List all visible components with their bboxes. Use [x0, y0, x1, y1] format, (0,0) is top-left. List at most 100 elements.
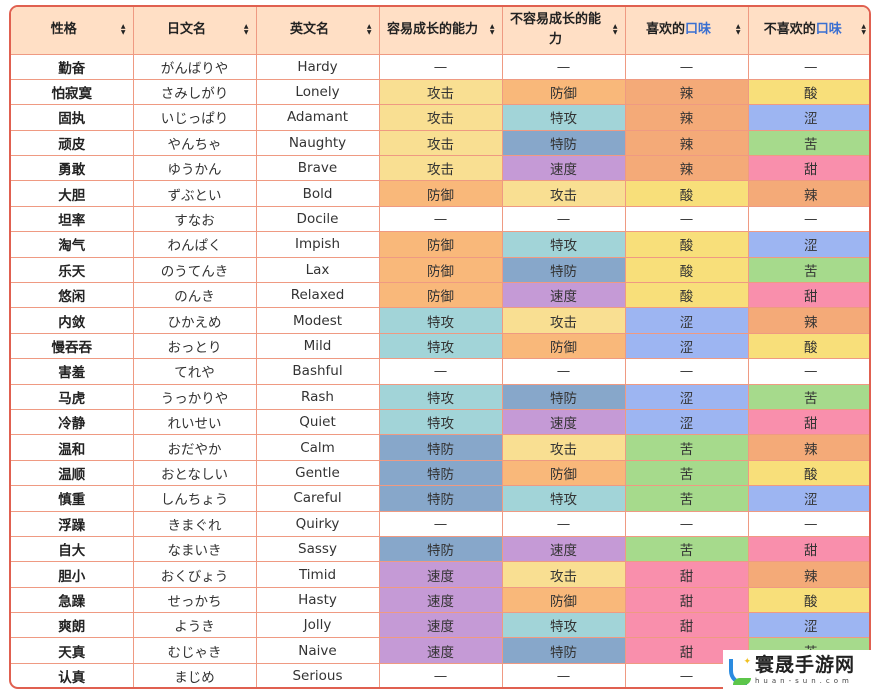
table-row: 冷静 れいせい Quiet 特攻 速度涩甜 — [11, 408, 869, 436]
column-header-label: 容易成长的能力 — [386, 22, 478, 38]
column-header-english-name[interactable]: 英文名 ▲ ▼ — [255, 7, 380, 55]
sort-icon[interactable]: ▲ ▼ — [243, 23, 249, 37]
nature-cell: 认真 — [11, 662, 134, 687]
site-logo-icon: ✦ — [727, 655, 751, 685]
nature-cell: 坦率 — [11, 205, 134, 233]
lowered-stat-cell: 攻击 — [501, 307, 626, 334]
raised-stat-cell: 特防 — [378, 485, 503, 512]
sort-icon[interactable]: ▲ ▼ — [489, 23, 495, 37]
column-header-label: 喜欢的 — [645, 22, 685, 38]
english-name-cell: Naive — [255, 637, 380, 664]
english-name-cell: Mild — [255, 332, 380, 360]
table-row: 固执 いじっぱり Adamant 攻击 特攻辣涩 — [11, 104, 869, 131]
nature-cell: 冷静 — [11, 408, 134, 436]
column-header-raised-stat[interactable]: 容易成长的能力 ▲ ▼ — [378, 7, 503, 55]
table-row: 顽皮 やんちゃ Naughty 攻击 特防辣苦 — [11, 129, 869, 157]
nature-table: 性格 ▲ ▼ 日文名 ▲ ▼ 英文名 ▲ ▼ 容易成长的能力 ▲ ▼ 不容易成长的能力 ▲ ▼ 喜欢的口味 ▲ ▼… — [11, 7, 869, 687]
disliked-flavor-cell: 酸 — [747, 586, 869, 614]
liked-flavor-cell: 涩 — [624, 307, 749, 334]
liked-flavor-cell: 甜 — [624, 612, 749, 639]
column-header-lowered-stat[interactable]: 不容易成长的能力 ▲ ▼ — [501, 7, 626, 55]
liked-flavor-cell: 苦 — [624, 535, 749, 563]
japanese-name-cell: のうてんき — [132, 256, 257, 284]
disliked-flavor-cell: — — [747, 510, 869, 537]
japanese-name-cell: せっかち — [132, 586, 257, 614]
column-header-label: 英文名 — [289, 22, 329, 38]
raised-stat-cell: — — [378, 205, 503, 233]
table-row: 淘气 わんぱく Impish 防御 特攻酸涩 — [11, 231, 869, 258]
english-name-cell: Serious — [255, 662, 380, 687]
liked-flavor-cell: 甜 — [624, 637, 749, 664]
lowered-stat-cell: 特攻 — [501, 104, 626, 131]
japanese-name-cell: ようき — [132, 612, 257, 639]
nature-cell: 马虎 — [11, 383, 134, 410]
sort-icon[interactable]: ▲ ▼ — [366, 23, 372, 37]
watermark-title: 寰晟手游网 — [755, 653, 856, 676]
sort-icon[interactable]: ▲ ▼ — [120, 23, 126, 37]
lowered-stat-cell: — — [501, 510, 626, 537]
raised-stat-cell: 速度 — [378, 586, 503, 614]
raised-stat-cell: 攻击 — [378, 129, 503, 157]
raised-stat-cell: 速度 — [378, 637, 503, 664]
watermark-url: huan-sun.com — [755, 676, 853, 685]
lowered-stat-cell: 速度 — [501, 535, 626, 563]
nature-cell: 淘气 — [11, 231, 134, 258]
column-header-japanese-name[interactable]: 日文名 ▲ ▼ — [132, 7, 257, 55]
sort-icon[interactable]: ▲ ▼ — [735, 23, 741, 37]
english-name-cell: Lonely — [255, 78, 380, 106]
liked-flavor-cell: 酸 — [624, 231, 749, 258]
table-header-row: 性格 ▲ ▼ 日文名 ▲ ▼ 英文名 ▲ ▼ 容易成长的能力 ▲ ▼ 不容易成长的能力 ▲ ▼ 喜欢的口味 ▲ ▼… — [11, 7, 869, 55]
nature-cell: 慎重 — [11, 485, 134, 512]
japanese-name-cell: むじゃき — [132, 637, 257, 664]
raised-stat-cell: 攻击 — [378, 78, 503, 106]
nature-cell: 固执 — [11, 104, 134, 131]
column-header-label: 不容易成长的能力 — [509, 12, 601, 48]
lowered-stat-cell: 特攻 — [501, 485, 626, 512]
liked-flavor-cell: 苦 — [624, 459, 749, 487]
table-row: 急躁 せっかち Hasty 速度 防御甜酸 — [11, 586, 869, 614]
raised-stat-cell: — — [378, 662, 503, 687]
sort-icon[interactable]: ▲ ▼ — [861, 23, 866, 37]
japanese-name-cell: おくびょう — [132, 561, 257, 588]
column-header-nature[interactable]: 性格 ▲ ▼ — [11, 7, 134, 55]
lowered-stat-cell: 特防 — [501, 129, 626, 157]
flavor-link[interactable]: 口味 — [815, 22, 842, 38]
lowered-stat-cell: — — [501, 662, 626, 687]
lowered-stat-cell: 特攻 — [501, 612, 626, 639]
japanese-name-cell: ずぶとい — [132, 180, 257, 207]
column-header-liked-flavor[interactable]: 喜欢的口味 ▲ ▼ — [624, 7, 749, 55]
nature-cell: 温顺 — [11, 459, 134, 487]
nature-cell: 乐天 — [11, 256, 134, 284]
lowered-stat-cell: — — [501, 53, 626, 80]
english-name-cell: Sassy — [255, 535, 380, 563]
table-row: 马虎 うっかりや Rash 特攻 特防涩苦 — [11, 383, 869, 410]
disliked-flavor-cell: 苦 — [747, 256, 869, 284]
disliked-flavor-cell: 涩 — [747, 231, 869, 258]
column-header-disliked-flavor[interactable]: 不喜欢的口味 ▲ ▼ — [747, 7, 869, 55]
english-name-cell: Relaxed — [255, 282, 380, 309]
column-header-label: 不喜欢的 — [763, 22, 816, 38]
sort-icon[interactable]: ▲ ▼ — [612, 23, 618, 37]
table-row: 怕寂寞 さみしがり Lonely 攻击 防御辣酸 — [11, 78, 869, 106]
english-name-cell: Quirky — [255, 510, 380, 537]
flavor-link[interactable]: 口味 — [685, 22, 712, 38]
disliked-flavor-cell: 酸 — [747, 459, 869, 487]
japanese-name-cell: ゆうかん — [132, 155, 257, 182]
japanese-name-cell: さみしがり — [132, 78, 257, 106]
english-name-cell: Impish — [255, 231, 380, 258]
raised-stat-cell: 攻击 — [378, 155, 503, 182]
disliked-flavor-cell: 涩 — [747, 485, 869, 512]
japanese-name-cell: ひかえめ — [132, 307, 257, 334]
nature-cell: 害羞 — [11, 358, 134, 385]
raised-stat-cell: 速度 — [378, 612, 503, 639]
raised-stat-cell: 防御 — [378, 231, 503, 258]
raised-stat-cell: — — [378, 510, 503, 537]
lowered-stat-cell: 攻击 — [501, 434, 626, 461]
raised-stat-cell: 防御 — [378, 180, 503, 207]
table-row: 胆小 おくびょう Timid 速度 攻击甜辣 — [11, 561, 869, 588]
english-name-cell: Gentle — [255, 459, 380, 487]
japanese-name-cell: れいせい — [132, 408, 257, 436]
liked-flavor-cell: 酸 — [624, 256, 749, 284]
japanese-name-cell: うっかりや — [132, 383, 257, 410]
liked-flavor-cell: 苦 — [624, 485, 749, 512]
